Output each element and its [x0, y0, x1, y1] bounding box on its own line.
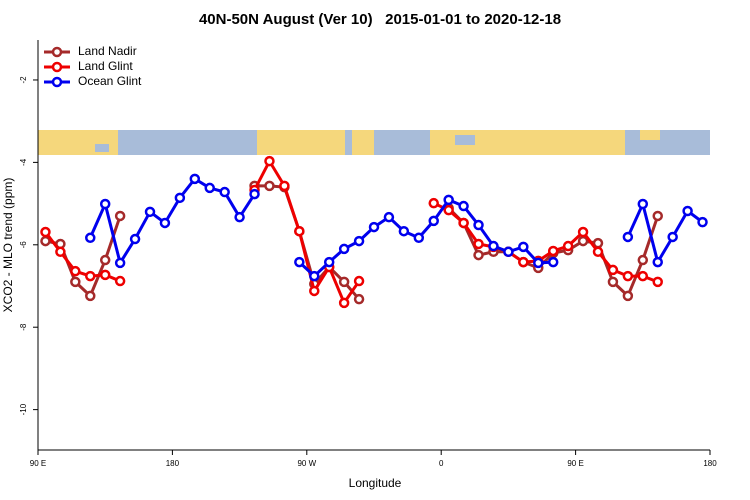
- data-point: [503, 246, 514, 258]
- y-axis-label: XCO2 - MLO trend (ppm): [1, 178, 15, 313]
- data-point: [547, 256, 559, 268]
- data-point: [234, 211, 245, 223]
- data-point: [309, 270, 320, 282]
- data-point: [682, 205, 693, 217]
- data-point: [264, 155, 275, 167]
- data-point: [488, 240, 499, 252]
- data-point: [398, 225, 410, 237]
- data-point: [353, 235, 365, 247]
- data-point: [368, 221, 380, 233]
- data-point: [219, 186, 230, 198]
- data-point: [294, 256, 305, 268]
- data-point: [174, 192, 186, 204]
- data-point: [547, 245, 559, 257]
- legend-marker: [51, 46, 63, 58]
- x-tick-label: 0: [439, 459, 444, 468]
- y-tick-label: -8: [19, 323, 28, 331]
- data-point: [413, 232, 425, 244]
- data-point: [473, 238, 484, 250]
- data-point: [443, 204, 454, 216]
- y-tick-label: -4: [19, 158, 28, 166]
- legend-label: Land Glint: [78, 59, 133, 73]
- data-point: [428, 197, 439, 209]
- data-point: [562, 240, 574, 252]
- data-point: [99, 198, 111, 210]
- data-point: [637, 270, 649, 282]
- data-point: [607, 264, 619, 276]
- data-point: [338, 297, 350, 309]
- data-point: [473, 249, 484, 261]
- data-point: [533, 257, 544, 269]
- data-point: [99, 269, 111, 281]
- legend-marker: [51, 61, 63, 73]
- x-tick-label: 90 E: [30, 459, 46, 468]
- legend-label: Ocean Glint: [78, 74, 142, 88]
- data-point: [428, 215, 439, 227]
- data-point: [577, 235, 589, 247]
- data-point: [353, 275, 365, 287]
- legend-label: Land Nadir: [78, 44, 137, 58]
- chart-title: 40N-50N August (Ver 10) 2015-01-01 to 20…: [199, 11, 561, 28]
- data-point: [622, 290, 634, 302]
- data-point: [518, 241, 529, 253]
- data-point: [637, 254, 649, 266]
- data-point: [114, 210, 126, 222]
- x-tick-label: 90 W: [297, 459, 316, 468]
- x-tick-label: 90 E: [567, 459, 583, 468]
- data-point: [85, 270, 96, 282]
- data-point: [458, 217, 469, 229]
- data-point: [383, 211, 395, 223]
- data-point: [622, 270, 634, 282]
- data-point: [652, 210, 663, 222]
- y-tick-label: -6: [19, 241, 28, 249]
- data-point: [473, 219, 484, 231]
- x-tick-label: 180: [703, 459, 717, 468]
- data-point: [264, 180, 275, 192]
- data-point: [99, 254, 111, 266]
- data-point: [697, 216, 708, 228]
- data-point: [85, 290, 96, 302]
- data-point: [159, 217, 171, 229]
- data-point: [189, 173, 201, 185]
- y-tick-label: -2: [19, 76, 28, 84]
- data-point: [129, 233, 141, 245]
- data-point: [40, 226, 51, 238]
- data-point: [637, 198, 649, 210]
- data-point: [70, 265, 81, 277]
- data-point: [592, 246, 604, 258]
- y-tick-label: -10: [19, 403, 28, 415]
- data-point: [443, 194, 454, 206]
- data-point: [652, 276, 663, 288]
- data-point: [667, 231, 678, 243]
- data-point: [338, 243, 350, 255]
- data-point: [458, 200, 469, 212]
- data-point: [294, 225, 305, 237]
- data-point: [204, 182, 215, 194]
- map-strip: [38, 130, 710, 155]
- data-point: [309, 285, 320, 297]
- data-point: [518, 256, 529, 268]
- x-axis-label: Longitude: [349, 476, 402, 490]
- data-point: [249, 188, 260, 200]
- data-point: [40, 235, 51, 247]
- data-point: [323, 256, 335, 268]
- data-point: [85, 232, 96, 244]
- data-point: [144, 206, 156, 218]
- data-point: [338, 276, 350, 288]
- data-point: [70, 276, 81, 288]
- x-tick-label: 180: [166, 459, 180, 468]
- data-point: [55, 246, 66, 258]
- data-point: [353, 293, 365, 305]
- data-point: [577, 226, 589, 238]
- data-point: [114, 257, 126, 269]
- data-point: [114, 275, 126, 287]
- data-point: [652, 256, 663, 268]
- legend-marker: [51, 76, 63, 88]
- data-point: [622, 231, 634, 243]
- data-point: [279, 180, 290, 192]
- data-point: [607, 276, 619, 288]
